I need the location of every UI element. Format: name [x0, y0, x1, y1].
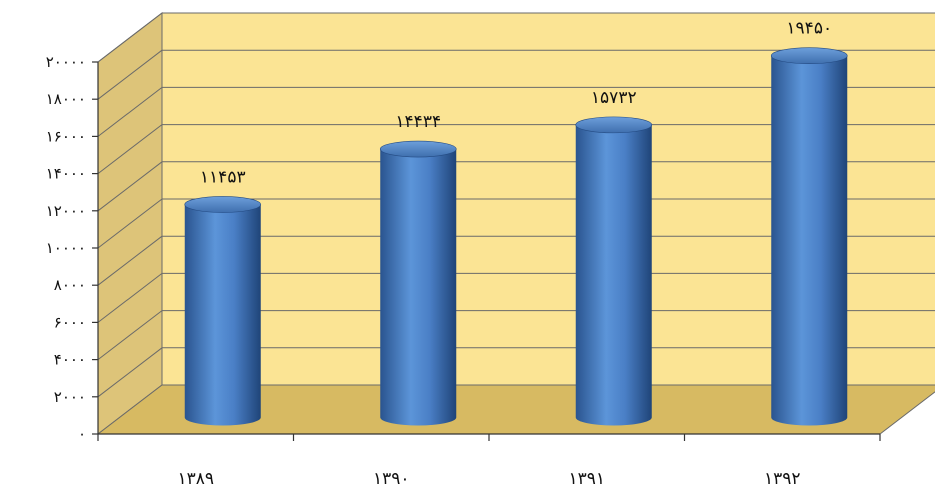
y-tick-label: ۱۰۰۰۰ [46, 239, 86, 257]
bar-cylinder [184, 196, 262, 426]
gridline-side [97, 347, 163, 398]
gridline-side [97, 49, 163, 100]
gridline-side [97, 198, 163, 249]
gridline-side [97, 273, 163, 323]
bar-body [771, 55, 848, 426]
gridline-side [97, 161, 163, 212]
x-category-label: ۱۳۸۹ [177, 469, 214, 489]
x-category-label: ۱۳۹۰ [373, 469, 410, 489]
bar-body [184, 204, 261, 426]
y-tick-label: ۱۲۰۰۰ [46, 202, 86, 220]
bar-cylinder [770, 47, 848, 426]
y-tick-label: ۲۰۰۰ [54, 388, 86, 406]
x-category-label: ۱۳۹۲ [764, 469, 801, 489]
x-category-label: ۱۳۹۱ [568, 469, 605, 489]
bar-body [575, 124, 652, 426]
data-label: ۱۱۴۵۳ [200, 167, 246, 187]
bar-top [379, 140, 457, 158]
data-label: ۱۴۴۳۴ [395, 112, 441, 132]
bar-top [770, 47, 848, 65]
gridline-side [97, 12, 163, 63]
bar-cylinder [575, 116, 653, 426]
y-tick-label: ۴۰۰۰ [54, 351, 86, 369]
bar-top [575, 116, 653, 134]
gridline-side [97, 124, 163, 174]
y-tick-label: ۱۶۰۰۰ [46, 127, 86, 145]
gridline-side [97, 87, 163, 137]
bar-top [184, 196, 262, 213]
y-tick-label: ۱۴۰۰۰ [46, 165, 86, 183]
y-tick-label: ۰ [78, 425, 86, 443]
y-tick-label: ۸۰۰۰ [54, 276, 86, 294]
y-tick-label: ۱۸۰۰۰ [46, 90, 86, 108]
data-label: ۱۵۷۳۲ [591, 88, 637, 108]
gridline-side [97, 310, 163, 360]
bar-cylinder [379, 140, 457, 426]
data-label: ۱۹۴۵۰ [786, 19, 832, 39]
bar-body [380, 149, 457, 426]
y-tick-label: ۲۰۰۰۰ [46, 53, 86, 71]
y-tick-label: ۶۰۰۰ [54, 313, 86, 331]
gridline-side [97, 235, 163, 286]
